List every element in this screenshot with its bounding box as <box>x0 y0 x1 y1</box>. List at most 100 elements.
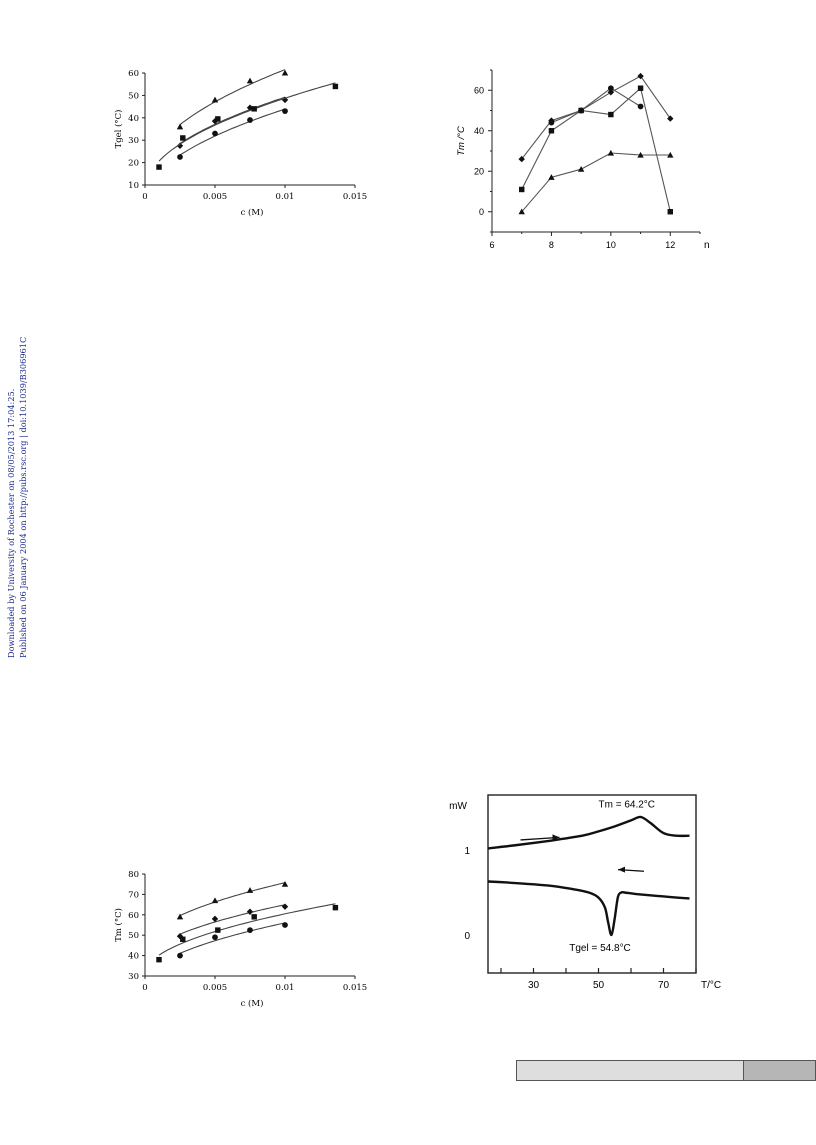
data-point-diamond <box>281 96 289 104</box>
data-point-triangle <box>548 174 555 180</box>
data-point-triangle <box>211 96 219 103</box>
data-point-square <box>156 956 162 963</box>
trace-cooling <box>487 880 690 937</box>
data-point-diamond <box>667 115 674 122</box>
data-point-square <box>332 904 339 911</box>
y-axis-label: Tm (°C) <box>113 908 124 942</box>
y-tick-label: 20 <box>474 166 484 176</box>
x-tick-label: 70 <box>658 980 670 991</box>
published-line: Published on 06 January 2004 on http://p… <box>18 337 28 658</box>
data-point-square <box>215 927 221 933</box>
x-axis-label: T/°C <box>701 980 721 991</box>
trend-curve-triangle <box>179 882 286 917</box>
data-point-diamond <box>281 903 289 910</box>
data-point-triangle <box>637 151 644 158</box>
y-tick-label: 30 <box>128 972 139 982</box>
data-point-square <box>251 106 257 112</box>
data-point-square <box>608 111 614 118</box>
x-tick-label: 0.015 <box>343 192 367 202</box>
y-tick-label: 30 <box>128 136 139 146</box>
data-point-square <box>667 209 674 215</box>
x-tick-label: 0 <box>142 983 147 993</box>
data-point-square <box>180 936 186 942</box>
heating-arrow-head <box>552 834 560 841</box>
x-tick-label: 50 <box>593 980 605 991</box>
plot-frame <box>487 794 697 974</box>
trend-curve-diamond <box>179 904 286 935</box>
y-tick-label: 40 <box>128 952 139 962</box>
data-point-circle <box>177 154 183 160</box>
y-tick-label: 40 <box>474 126 484 136</box>
y-axis-label: Tm /°C <box>456 126 467 156</box>
x-axis-label: n <box>704 240 710 251</box>
x-tick-label: 0 <box>142 192 147 202</box>
y-tick-label: 60 <box>128 69 139 79</box>
x-axis-label: c (M) <box>241 207 264 218</box>
data-point-diamond <box>176 142 184 149</box>
data-point-square <box>637 85 644 91</box>
x-tick-label: 0.005 <box>203 192 227 202</box>
download-watermark: Downloaded by University of Rochester on… <box>0 322 32 662</box>
cooling-arrow-head <box>618 866 625 873</box>
x-tick-label: 12 <box>665 240 675 250</box>
data-point-diamond <box>211 117 219 125</box>
data-point-circle <box>578 107 585 114</box>
y-tick-label: 70 <box>128 890 139 900</box>
data-point-triangle <box>518 208 525 215</box>
data-point-circle <box>212 130 218 137</box>
x-tick-label: 30 <box>528 980 540 991</box>
series-line-triangle <box>521 152 671 213</box>
footer-bar <box>516 1060 816 1081</box>
trend-curve-triangle <box>179 69 286 126</box>
data-point-diamond <box>637 72 644 80</box>
x-tick-label: 10 <box>606 240 616 250</box>
x-tick-label: 0.015 <box>343 983 367 993</box>
series-line-square <box>521 87 671 212</box>
data-point-circle <box>607 85 614 92</box>
chart-dsc-thermogram: 0 1 mW 30 50 70 T/°C Tm = 64.2°C Tgel = 54.8°C <box>449 794 721 991</box>
data-point-square <box>251 914 257 920</box>
y-tick-label: 20 <box>128 159 139 169</box>
tgel-annotation: Tgel = 54.8°C <box>569 943 631 954</box>
trend-curve-square <box>158 903 336 956</box>
data-point-square <box>156 164 162 170</box>
tm-annotation: Tm = 64.2°C <box>599 800 656 811</box>
y-axis-label: Tgel (°C) <box>113 110 124 149</box>
trend-curve-diamond <box>179 96 286 144</box>
data-point-circle <box>548 119 555 126</box>
download-line: Downloaded by University of Rochester on… <box>6 389 16 658</box>
data-point-square <box>518 186 525 193</box>
data-point-circle <box>177 952 183 959</box>
data-point-triangle <box>607 149 615 156</box>
data-point-square <box>215 116 221 122</box>
chart-tgel-vs-concentration: 10 20 30 40 50 60 0 0.005 0.01 0.015 c (M) Tgel (°C… <box>113 69 367 218</box>
footer-bar-right <box>744 1061 815 1080</box>
data-point-circle <box>282 922 288 928</box>
y-tick-label: 60 <box>128 911 139 921</box>
data-point-triangle <box>176 913 184 920</box>
data-point-triangle <box>211 897 219 904</box>
y-tick-label: 1 <box>464 846 470 857</box>
data-point-square <box>180 135 186 141</box>
y-tick-label: 50 <box>128 931 139 941</box>
y-tick-label: 60 <box>474 85 484 95</box>
y-tick-label: 80 <box>128 870 139 880</box>
data-point-triangle <box>246 887 254 893</box>
data-point-square <box>332 83 339 90</box>
y-tick-label: 0 <box>479 207 484 217</box>
trend-curve-circle <box>179 922 286 954</box>
x-tick-label: 0.01 <box>276 983 295 993</box>
y-axis-label: mW <box>449 801 467 812</box>
data-point-circle <box>247 927 253 933</box>
data-point-diamond <box>211 915 219 923</box>
data-point-square <box>548 128 555 134</box>
x-tick-label: 0.005 <box>203 983 227 993</box>
data-point-circle <box>637 103 644 110</box>
chart-tm-vs-n: 0 20 40 60 6 8 10 12 n Tm /°C <box>456 69 710 251</box>
series-line-circle <box>551 87 641 124</box>
data-point-circle <box>212 934 218 941</box>
x-tick-label: 8 <box>549 240 554 250</box>
trace-heating <box>487 815 690 850</box>
y-tick-label: 0 <box>464 931 470 942</box>
data-point-triangle <box>577 166 585 172</box>
